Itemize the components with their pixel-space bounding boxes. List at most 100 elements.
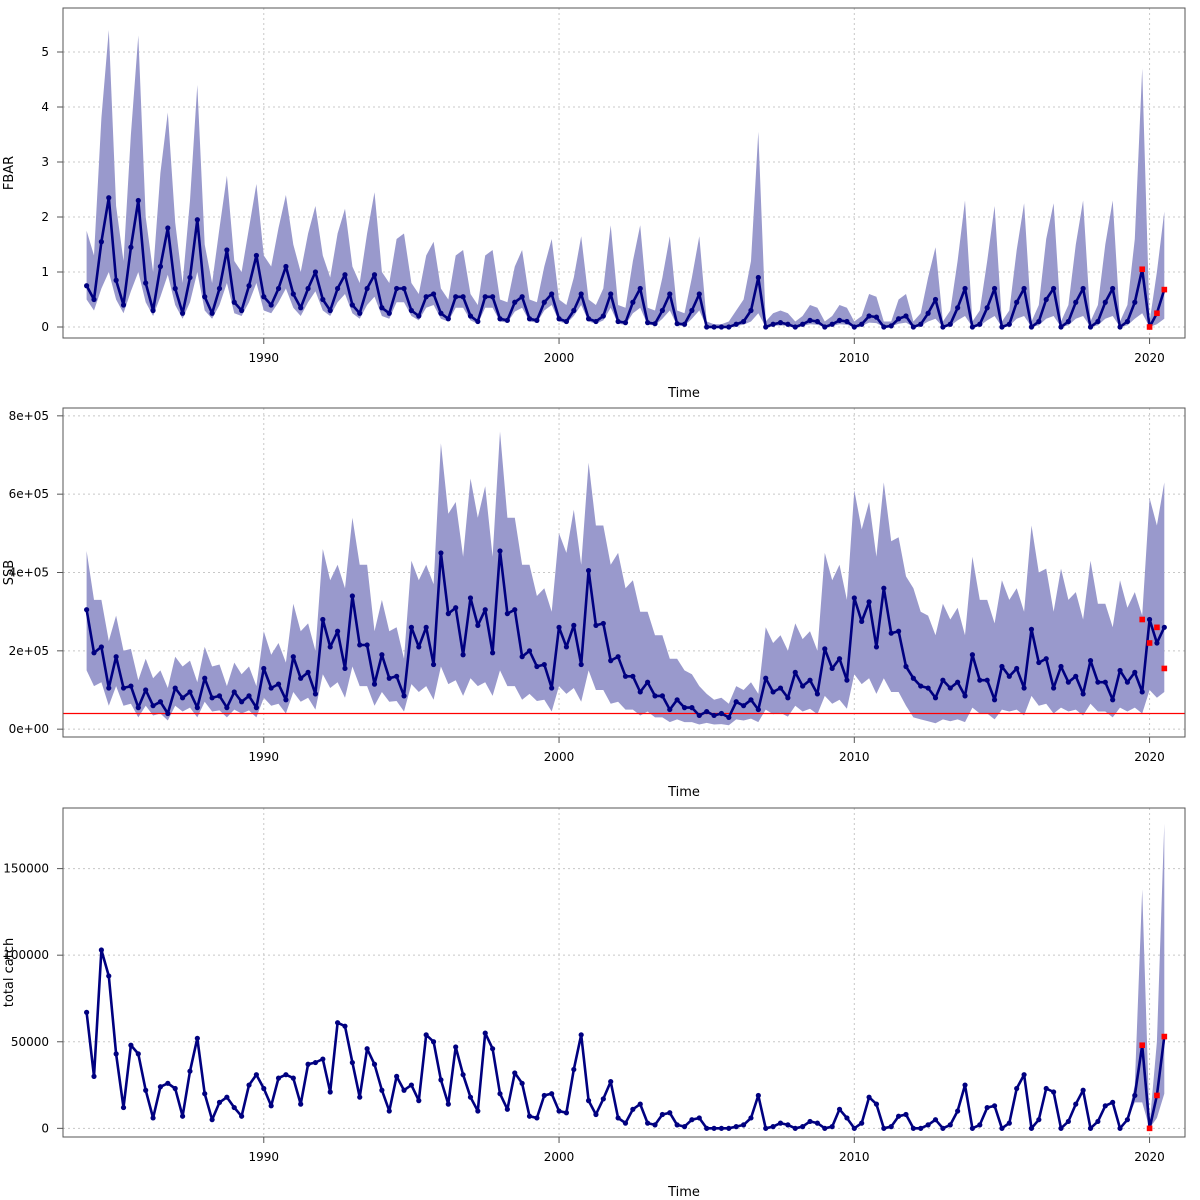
data-point [807, 317, 813, 323]
data-point [1095, 679, 1101, 685]
data-point [453, 605, 459, 611]
data-point [918, 1125, 924, 1131]
data-point [519, 294, 525, 300]
data-point [659, 1111, 665, 1118]
data-point [475, 1108, 481, 1114]
data-point [881, 1125, 887, 1131]
data-point [445, 611, 451, 617]
data-point [1036, 318, 1042, 325]
data-point [630, 1106, 636, 1112]
data-point [674, 1122, 680, 1128]
data-point [645, 679, 651, 685]
data-point [386, 310, 392, 316]
data-point [202, 294, 208, 300]
data-point [1102, 299, 1108, 305]
data-point [128, 683, 134, 689]
data-point [1110, 1099, 1116, 1105]
highlight-point [1161, 286, 1168, 293]
data-point [615, 654, 621, 660]
data-point [792, 669, 798, 675]
data-point [1021, 285, 1027, 292]
data-point [209, 1117, 215, 1123]
data-point [334, 1020, 341, 1026]
data-point [394, 285, 400, 292]
data-point [844, 677, 850, 683]
data-point [401, 1087, 407, 1093]
data-point [327, 307, 333, 314]
data-point [106, 685, 112, 691]
data-point [283, 263, 289, 270]
highlight-point [1154, 624, 1160, 631]
data-point [202, 1091, 208, 1097]
data-point [608, 291, 614, 297]
data-point [1132, 299, 1138, 305]
chart-panel-ssb: 1990 2000 2010 2020 0e+00 2e+05 4e+05 6e+05 8e+0… [2, 407, 1186, 800]
data-point [859, 1120, 865, 1126]
data-point [453, 1044, 459, 1050]
data-point [1028, 626, 1035, 632]
data-point [822, 646, 828, 652]
data-point [334, 628, 341, 634]
data-point [622, 673, 629, 679]
data-point [224, 705, 230, 711]
data-point [1065, 1118, 1071, 1125]
y-tick-label: 6e+05 [9, 487, 49, 501]
data-point [165, 1080, 171, 1086]
data-point [755, 1092, 761, 1099]
data-point [98, 644, 104, 650]
data-point [349, 1059, 355, 1066]
data-point [984, 1104, 990, 1111]
data-point [305, 1061, 311, 1067]
data-point [379, 652, 385, 658]
data-point [1087, 324, 1094, 330]
data-point [445, 1101, 451, 1107]
data-point [1028, 1125, 1035, 1131]
data-point [1073, 673, 1079, 679]
data-point [955, 679, 961, 685]
data-point [696, 291, 702, 297]
data-point [526, 316, 533, 322]
data-point [1043, 296, 1049, 303]
data-point [740, 318, 747, 325]
x-tick-label: 2000 [544, 1150, 575, 1164]
data-point [962, 693, 968, 699]
data-point [1065, 679, 1071, 685]
data-point [1095, 1118, 1101, 1125]
data-point [711, 324, 717, 330]
data-point [800, 321, 806, 327]
data-point [955, 305, 961, 311]
data-point [859, 618, 865, 625]
data-point [622, 1120, 629, 1126]
data-point [467, 313, 474, 319]
data-point [91, 296, 97, 303]
data-point [785, 321, 791, 327]
data-point [187, 689, 193, 695]
data-point [681, 1124, 688, 1130]
confidence-band [86, 431, 1165, 726]
x-axis-title: Time [667, 1185, 700, 1200]
data-point [1058, 324, 1064, 330]
data-point [490, 650, 496, 656]
data-point [1117, 667, 1123, 674]
data-point [999, 663, 1005, 670]
data-point [541, 1092, 547, 1099]
data-point [312, 691, 319, 697]
data-point [748, 1115, 754, 1121]
data-point [866, 313, 872, 319]
data-point [349, 302, 355, 308]
x-tick-label: 2020 [1134, 1150, 1165, 1164]
data-point [1124, 1117, 1131, 1123]
data-point [357, 1094, 363, 1100]
data-point [991, 1103, 998, 1109]
data-point [1102, 1103, 1108, 1109]
data-point [1087, 658, 1094, 664]
data-point [1006, 1120, 1012, 1126]
data-point [320, 1056, 326, 1062]
data-point [1014, 299, 1020, 305]
data-point [445, 316, 451, 322]
data-point [275, 285, 282, 292]
x-tick-label: 2000 [544, 351, 575, 365]
data-point [143, 1087, 149, 1093]
data-point [932, 296, 939, 303]
data-point [275, 1075, 282, 1081]
